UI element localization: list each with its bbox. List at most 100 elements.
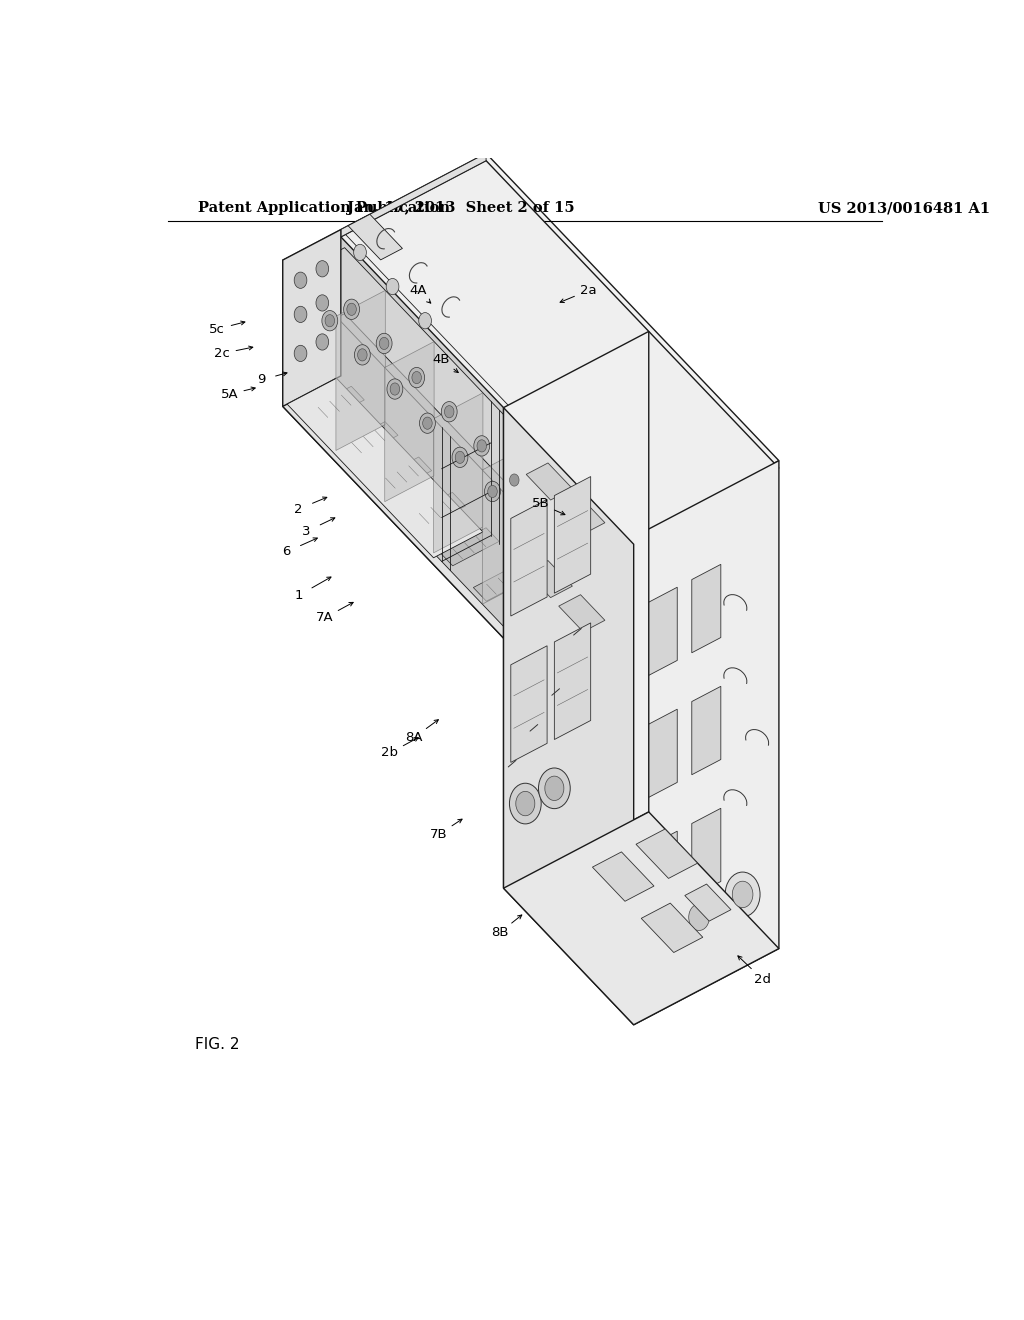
Circle shape [316, 334, 329, 350]
Text: 8B: 8B [490, 927, 508, 940]
Polygon shape [336, 290, 385, 450]
Circle shape [357, 348, 368, 360]
Circle shape [294, 272, 307, 288]
Circle shape [420, 413, 435, 433]
Polygon shape [593, 851, 654, 902]
Polygon shape [511, 645, 547, 763]
Polygon shape [348, 214, 402, 260]
Circle shape [484, 482, 501, 502]
Text: 5B: 5B [531, 498, 550, 511]
Circle shape [376, 333, 392, 354]
Circle shape [344, 300, 359, 319]
Circle shape [386, 279, 399, 294]
Circle shape [474, 436, 489, 455]
Circle shape [390, 383, 399, 395]
Circle shape [294, 306, 307, 322]
Circle shape [506, 470, 522, 490]
Circle shape [354, 345, 371, 366]
Text: US 2013/0016481 A1: US 2013/0016481 A1 [818, 201, 990, 215]
Polygon shape [531, 495, 581, 655]
Circle shape [516, 792, 535, 816]
Polygon shape [554, 623, 591, 739]
Circle shape [510, 783, 542, 824]
Text: Jan. 17, 2013  Sheet 2 of 15: Jan. 17, 2013 Sheet 2 of 15 [347, 201, 575, 215]
Polygon shape [295, 248, 622, 564]
Polygon shape [406, 492, 466, 531]
Text: 4A: 4A [409, 284, 426, 297]
Circle shape [545, 776, 564, 800]
Text: FIG. 2: FIG. 2 [196, 1038, 240, 1052]
Circle shape [423, 417, 432, 429]
Text: Patent Application Publication: Patent Application Publication [198, 201, 450, 215]
Circle shape [325, 314, 335, 327]
Polygon shape [559, 595, 605, 632]
Circle shape [347, 304, 356, 315]
Text: 5A: 5A [221, 388, 239, 401]
Text: 8A: 8A [404, 731, 423, 744]
Polygon shape [439, 528, 499, 566]
Polygon shape [511, 499, 547, 616]
Polygon shape [648, 587, 677, 676]
Polygon shape [554, 477, 591, 593]
Polygon shape [482, 444, 531, 605]
Polygon shape [473, 564, 532, 601]
Polygon shape [685, 884, 731, 921]
Circle shape [487, 486, 498, 498]
Circle shape [379, 338, 389, 350]
Polygon shape [575, 537, 634, 714]
Circle shape [539, 768, 570, 809]
Circle shape [322, 310, 338, 331]
Circle shape [353, 244, 367, 260]
Polygon shape [295, 273, 571, 698]
Text: 7B: 7B [430, 828, 447, 841]
Polygon shape [385, 342, 434, 502]
Text: 4B: 4B [433, 354, 451, 366]
Polygon shape [504, 408, 634, 1024]
Text: 2a: 2a [580, 284, 597, 297]
Circle shape [412, 371, 422, 384]
Polygon shape [507, 598, 566, 636]
Polygon shape [636, 829, 697, 878]
Circle shape [477, 440, 486, 451]
Text: 2c: 2c [214, 347, 229, 360]
Text: 7A: 7A [316, 611, 334, 624]
Text: 6: 6 [283, 545, 291, 558]
Circle shape [387, 379, 402, 399]
Polygon shape [559, 498, 605, 535]
Polygon shape [634, 461, 779, 1024]
Circle shape [689, 904, 710, 931]
Polygon shape [283, 376, 634, 714]
Polygon shape [504, 331, 649, 888]
Circle shape [294, 346, 307, 362]
Circle shape [316, 294, 329, 312]
Circle shape [444, 405, 454, 418]
Circle shape [456, 451, 465, 463]
Polygon shape [648, 709, 677, 797]
Circle shape [419, 313, 431, 329]
Text: 3: 3 [302, 525, 311, 539]
Polygon shape [373, 457, 432, 495]
Polygon shape [341, 161, 779, 544]
Circle shape [316, 260, 329, 277]
Polygon shape [692, 686, 721, 775]
Polygon shape [692, 808, 721, 896]
Polygon shape [305, 387, 365, 424]
Polygon shape [287, 379, 483, 558]
Polygon shape [526, 561, 572, 598]
Circle shape [725, 873, 760, 917]
Polygon shape [341, 153, 486, 236]
Circle shape [510, 474, 519, 486]
Polygon shape [641, 903, 702, 953]
Polygon shape [433, 393, 483, 553]
Polygon shape [648, 832, 677, 920]
Polygon shape [339, 421, 398, 459]
Polygon shape [541, 634, 600, 672]
Circle shape [682, 895, 717, 940]
Circle shape [732, 882, 753, 908]
Text: 1: 1 [294, 589, 303, 602]
Circle shape [409, 367, 425, 388]
Text: 2d: 2d [755, 973, 771, 986]
Polygon shape [341, 153, 779, 537]
Polygon shape [283, 230, 634, 568]
Polygon shape [283, 260, 575, 714]
